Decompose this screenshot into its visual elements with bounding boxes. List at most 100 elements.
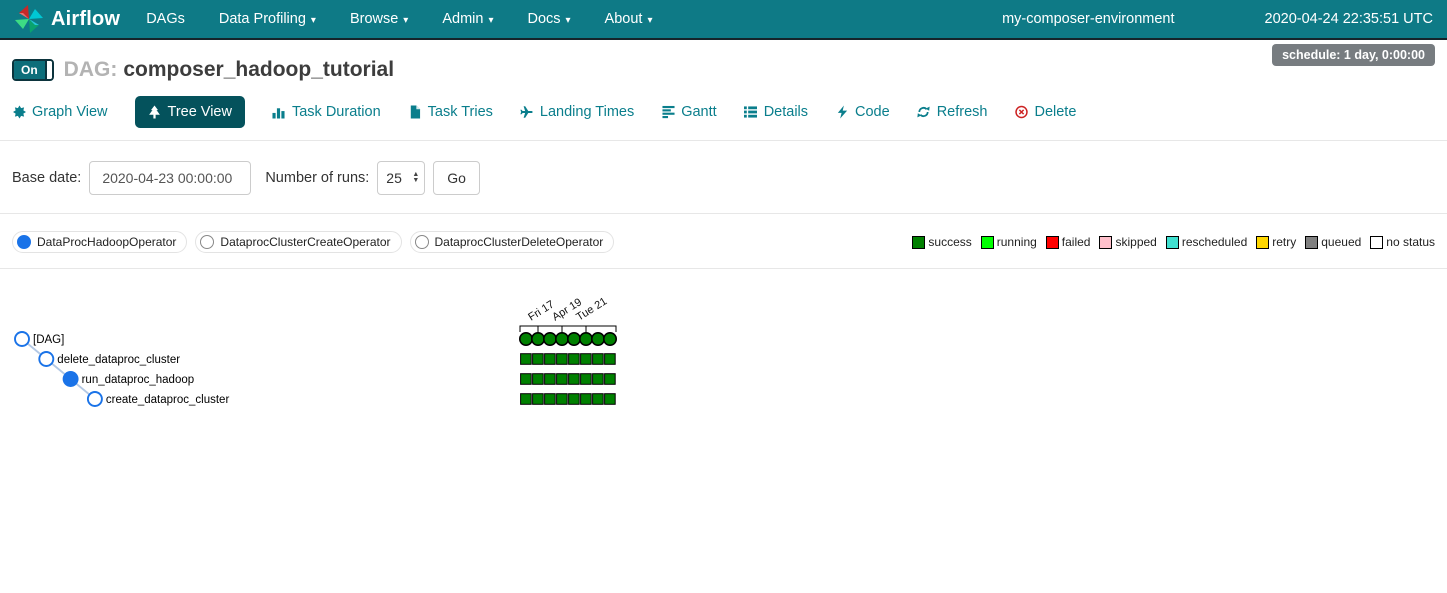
nav-item-docs[interactable]: Docs ▾ bbox=[527, 11, 570, 27]
tab-graph-view[interactable]: Graph View bbox=[12, 96, 108, 128]
task-instance-square[interactable] bbox=[520, 393, 532, 405]
environment-name: my-composer-environment bbox=[1002, 11, 1175, 27]
tab-task-tries[interactable]: Task Tries bbox=[408, 96, 493, 128]
tab-delete[interactable]: Delete bbox=[1014, 96, 1076, 128]
tab-label: Tree View bbox=[167, 104, 232, 120]
stepper-icon: ▲ ▼ bbox=[412, 170, 420, 184]
tab-label: Task Tries bbox=[427, 104, 493, 120]
status-color-swatch bbox=[912, 235, 926, 249]
base-date-input[interactable] bbox=[89, 161, 252, 195]
task-instance-square[interactable] bbox=[592, 373, 604, 385]
nav-item-admin[interactable]: Admin ▾ bbox=[442, 11, 493, 27]
task-instance-square[interactable] bbox=[592, 353, 604, 365]
operator-color-dot bbox=[200, 235, 215, 249]
dag-run-circle[interactable] bbox=[542, 331, 557, 346]
status-legend-label: running bbox=[996, 235, 1037, 249]
task-instance-square[interactable] bbox=[532, 393, 544, 405]
nav-item-label: Data Profiling bbox=[218, 11, 306, 27]
tab-details[interactable]: Details bbox=[744, 96, 808, 128]
task-instance-square[interactable] bbox=[580, 353, 592, 365]
chevron-down-icon: ▾ bbox=[565, 14, 571, 26]
tree-node-create-dataproc-cluster[interactable] bbox=[86, 391, 103, 407]
status-legend-label: failed bbox=[1061, 235, 1091, 249]
dag-run-circle[interactable] bbox=[602, 331, 617, 346]
tree-node-delete-dataproc-cluster[interactable] bbox=[38, 351, 55, 367]
dag-run-circle[interactable] bbox=[578, 331, 593, 346]
dag-prefix: DAG: bbox=[63, 58, 118, 81]
status-color-swatch bbox=[1165, 235, 1179, 249]
navbar: Airflow DAGs Data Profiling ▾ Browse ▾ Admin ▾… bbox=[0, 0, 1447, 40]
task-instance-square[interactable] bbox=[556, 373, 568, 385]
nav-item-data-profiling[interactable]: Data Profiling ▾ bbox=[219, 11, 316, 27]
brand-name: Airflow bbox=[51, 7, 121, 30]
nav-item-dags[interactable]: DAGs bbox=[146, 11, 185, 27]
tab-refresh[interactable]: Refresh bbox=[917, 96, 988, 128]
tree-node-dag[interactable] bbox=[14, 331, 30, 347]
task-instance-square[interactable] bbox=[544, 353, 556, 365]
num-runs-select[interactable]: 25 ▲ ▼ bbox=[377, 161, 426, 195]
status-legend-label: no status bbox=[1386, 235, 1435, 249]
tree-node-run-dataproc-hadoop[interactable] bbox=[62, 371, 79, 387]
bolt-icon bbox=[835, 105, 849, 119]
operator-legend-item-dataprochadoopoperator: DataProcHadoopOperator bbox=[12, 231, 188, 253]
tab-gantt[interactable]: Gantt bbox=[661, 96, 717, 128]
task-instance-square[interactable] bbox=[604, 353, 616, 365]
nav-item-about[interactable]: About ▾ bbox=[605, 11, 653, 27]
tree-view-icon bbox=[148, 105, 162, 119]
airflow-brand[interactable]: Airflow bbox=[14, 4, 120, 34]
task-instance-square[interactable] bbox=[532, 373, 544, 385]
filter-form: Base date: Number of runs: 25 ▲▼ Go bbox=[12, 161, 1435, 195]
nav-item-browse[interactable]: Browse ▾ bbox=[350, 11, 408, 27]
task-instance-square[interactable] bbox=[568, 393, 580, 405]
view-tabs: Graph View Tree View Task Duration Task Tri… bbox=[12, 96, 1435, 128]
tab-label: Refresh bbox=[936, 104, 988, 120]
tab-landing-times[interactable]: Landing Times bbox=[520, 96, 634, 128]
dag-name: composer_hadoop_tutorial bbox=[123, 58, 395, 81]
task-instance-square[interactable] bbox=[556, 393, 568, 405]
dag-run-circle[interactable] bbox=[590, 331, 605, 346]
graph-view-icon bbox=[12, 105, 26, 119]
page-title: DAG: composer_hadoop_tutorial bbox=[64, 58, 394, 82]
tab-tree-view[interactable]: Tree View bbox=[134, 96, 245, 128]
tab-label: Code bbox=[855, 104, 890, 120]
task-instance-square[interactable] bbox=[580, 393, 592, 405]
delete-icon bbox=[1014, 105, 1028, 119]
task-instance-square[interactable] bbox=[580, 373, 592, 385]
go-button[interactable]: Go bbox=[433, 161, 480, 195]
nav-item-label: About bbox=[604, 11, 643, 27]
status-legend-label: rescheduled bbox=[1181, 235, 1248, 249]
task-instance-square[interactable] bbox=[568, 353, 580, 365]
task-instance-square[interactable] bbox=[544, 393, 556, 405]
status-legend-item-rescheduled: rescheduled bbox=[1165, 235, 1248, 249]
task-instance-square[interactable] bbox=[592, 393, 604, 405]
task-instance-square[interactable] bbox=[520, 373, 532, 385]
dag-run-circle[interactable] bbox=[566, 331, 581, 346]
nav-item-label: Admin bbox=[442, 11, 484, 27]
task-instance-square[interactable] bbox=[604, 373, 616, 385]
dag-on-off-toggle[interactable]: On bbox=[12, 59, 54, 81]
task-instance-square[interactable] bbox=[520, 353, 532, 365]
num-runs-label: Number of runs: bbox=[265, 170, 370, 186]
dag-run-circle[interactable] bbox=[554, 331, 569, 346]
operator-legend-item-dataprocclusterdeleteoperator: DataprocClusterDeleteOperator bbox=[409, 231, 615, 253]
tab-code[interactable]: Code bbox=[835, 96, 890, 128]
task-instance-square[interactable] bbox=[604, 393, 616, 405]
num-runs-value: 25 bbox=[386, 170, 402, 186]
task-instance-square[interactable] bbox=[568, 373, 580, 385]
operator-color-dot bbox=[414, 235, 429, 249]
status-legend-label: queued bbox=[1321, 235, 1362, 249]
task-instance-square[interactable] bbox=[556, 353, 568, 365]
status-legend-item-queued: queued bbox=[1305, 235, 1361, 249]
tab-task-duration[interactable]: Task Duration bbox=[272, 96, 381, 128]
tab-label: Delete bbox=[1034, 104, 1077, 120]
dag-run-circle[interactable] bbox=[518, 331, 533, 346]
task-instance-square[interactable] bbox=[544, 373, 556, 385]
status-legend-item-failed: failed bbox=[1045, 235, 1091, 249]
dag-header: On DAG: composer_hadoop_tutorial schedule… bbox=[12, 44, 1435, 82]
dag-run-circle[interactable] bbox=[530, 331, 545, 346]
task-instance-square[interactable] bbox=[532, 353, 544, 365]
bar-chart-icon bbox=[272, 105, 286, 119]
tree-node-label: delete_dataproc_cluster bbox=[57, 354, 180, 366]
nav-item-label: DAGs bbox=[146, 11, 185, 27]
main-content: On DAG: composer_hadoop_tutorial schedule… bbox=[0, 44, 1447, 427]
